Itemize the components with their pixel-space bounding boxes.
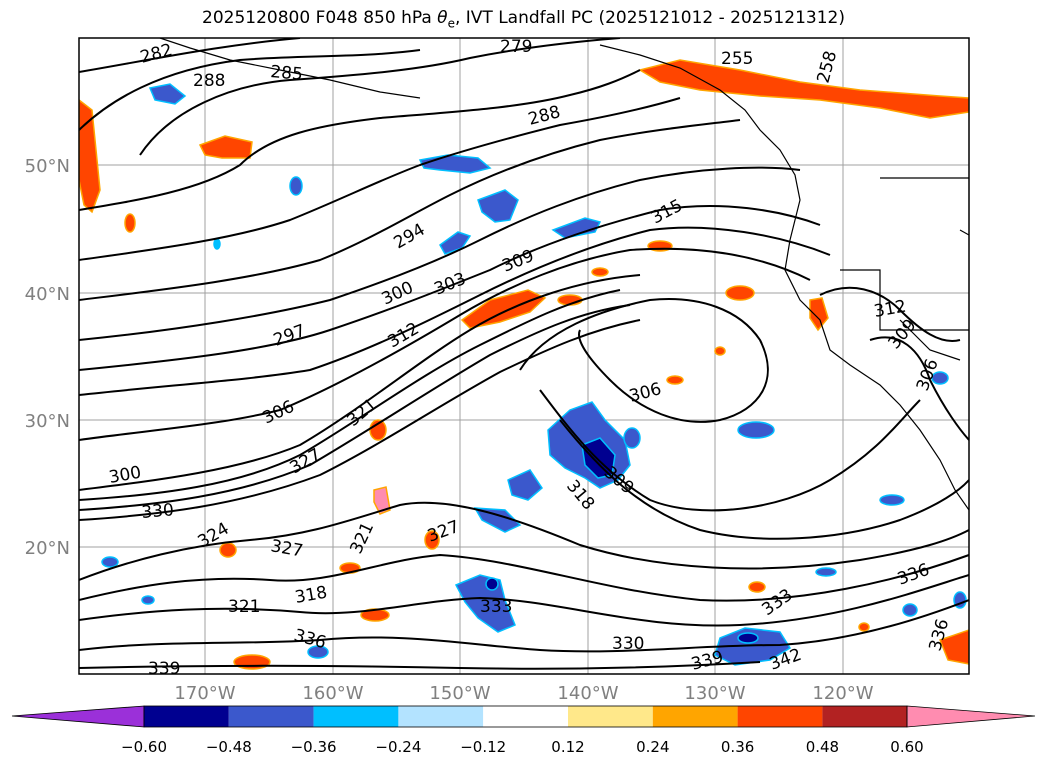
colorbar-tick-label: −0.60	[121, 738, 167, 756]
contour-label: 330	[612, 634, 644, 654]
colorbar-ticks: −0.60 −0.48 −0.36 −0.24 −0.12 0.12 0.24 …	[121, 738, 924, 756]
lat-label: 40°N	[25, 284, 70, 305]
lat-label: 30°N	[25, 411, 70, 432]
map-title: 2025120800 F048 850 hPa θe, IVT Landfall…	[202, 8, 845, 31]
lon-label: 120°W	[812, 683, 873, 704]
lat-label: 20°N	[25, 538, 70, 559]
colorbar-segment	[228, 706, 314, 727]
colorbar-segment	[737, 706, 823, 727]
colorbar-tick-label: −0.36	[291, 738, 337, 756]
contour-label: 255	[721, 49, 753, 69]
negative-anomaly-shading	[101, 83, 967, 666]
lon-label: 140°W	[557, 683, 618, 704]
colorbar: −0.60 −0.48 −0.36 −0.24 −0.12 0.12 0.24 …	[11, 705, 1036, 756]
longitude-labels: 170°W 160°W 150°W 140°W 130°W 120°W	[174, 683, 873, 704]
colorbar-segment	[144, 706, 229, 727]
colorbar-tick-label: 0.36	[721, 738, 754, 756]
colorbar-tick-label: −0.48	[206, 738, 252, 756]
colorbar-tick-label: 0.48	[806, 738, 839, 756]
colorbar-tick-label: −0.24	[375, 738, 421, 756]
colorbar-tick-label: 0.12	[551, 738, 584, 756]
colorbar-extend-low	[11, 705, 145, 728]
colorbar-segment	[398, 706, 484, 727]
contour-label: 333	[480, 597, 512, 617]
colorbar-segment	[568, 706, 653, 727]
contour-label: 285	[270, 62, 304, 85]
colorbar-segment	[313, 706, 399, 727]
colorbar-tick-label: 0.24	[636, 738, 669, 756]
contour-label: 288	[193, 71, 225, 91]
colorbar-segment	[822, 706, 908, 727]
colorbar-tick-label: 0.60	[890, 738, 923, 756]
positive-anomaly-shading	[79, 59, 969, 670]
lat-label: 50°N	[25, 156, 70, 177]
lon-label: 130°W	[684, 683, 745, 704]
colorbar-extend-high	[906, 705, 1036, 728]
latitude-labels: 50°N 40°N 30°N 20°N	[25, 156, 70, 559]
theta-e-contours	[79, 38, 969, 670]
contour-label: 321	[228, 597, 260, 617]
colorbar-segment	[483, 706, 568, 727]
lon-label: 160°W	[302, 683, 363, 704]
map-frame	[78, 37, 970, 675]
contour-label: 279	[500, 37, 532, 57]
lon-label: 150°W	[429, 683, 490, 704]
colorbar-tick-label: −0.12	[460, 738, 506, 756]
contour-label: 330	[141, 500, 175, 523]
contour-label: 339	[148, 659, 180, 679]
lon-label: 170°W	[174, 683, 235, 704]
colorbar-segment	[652, 706, 738, 727]
